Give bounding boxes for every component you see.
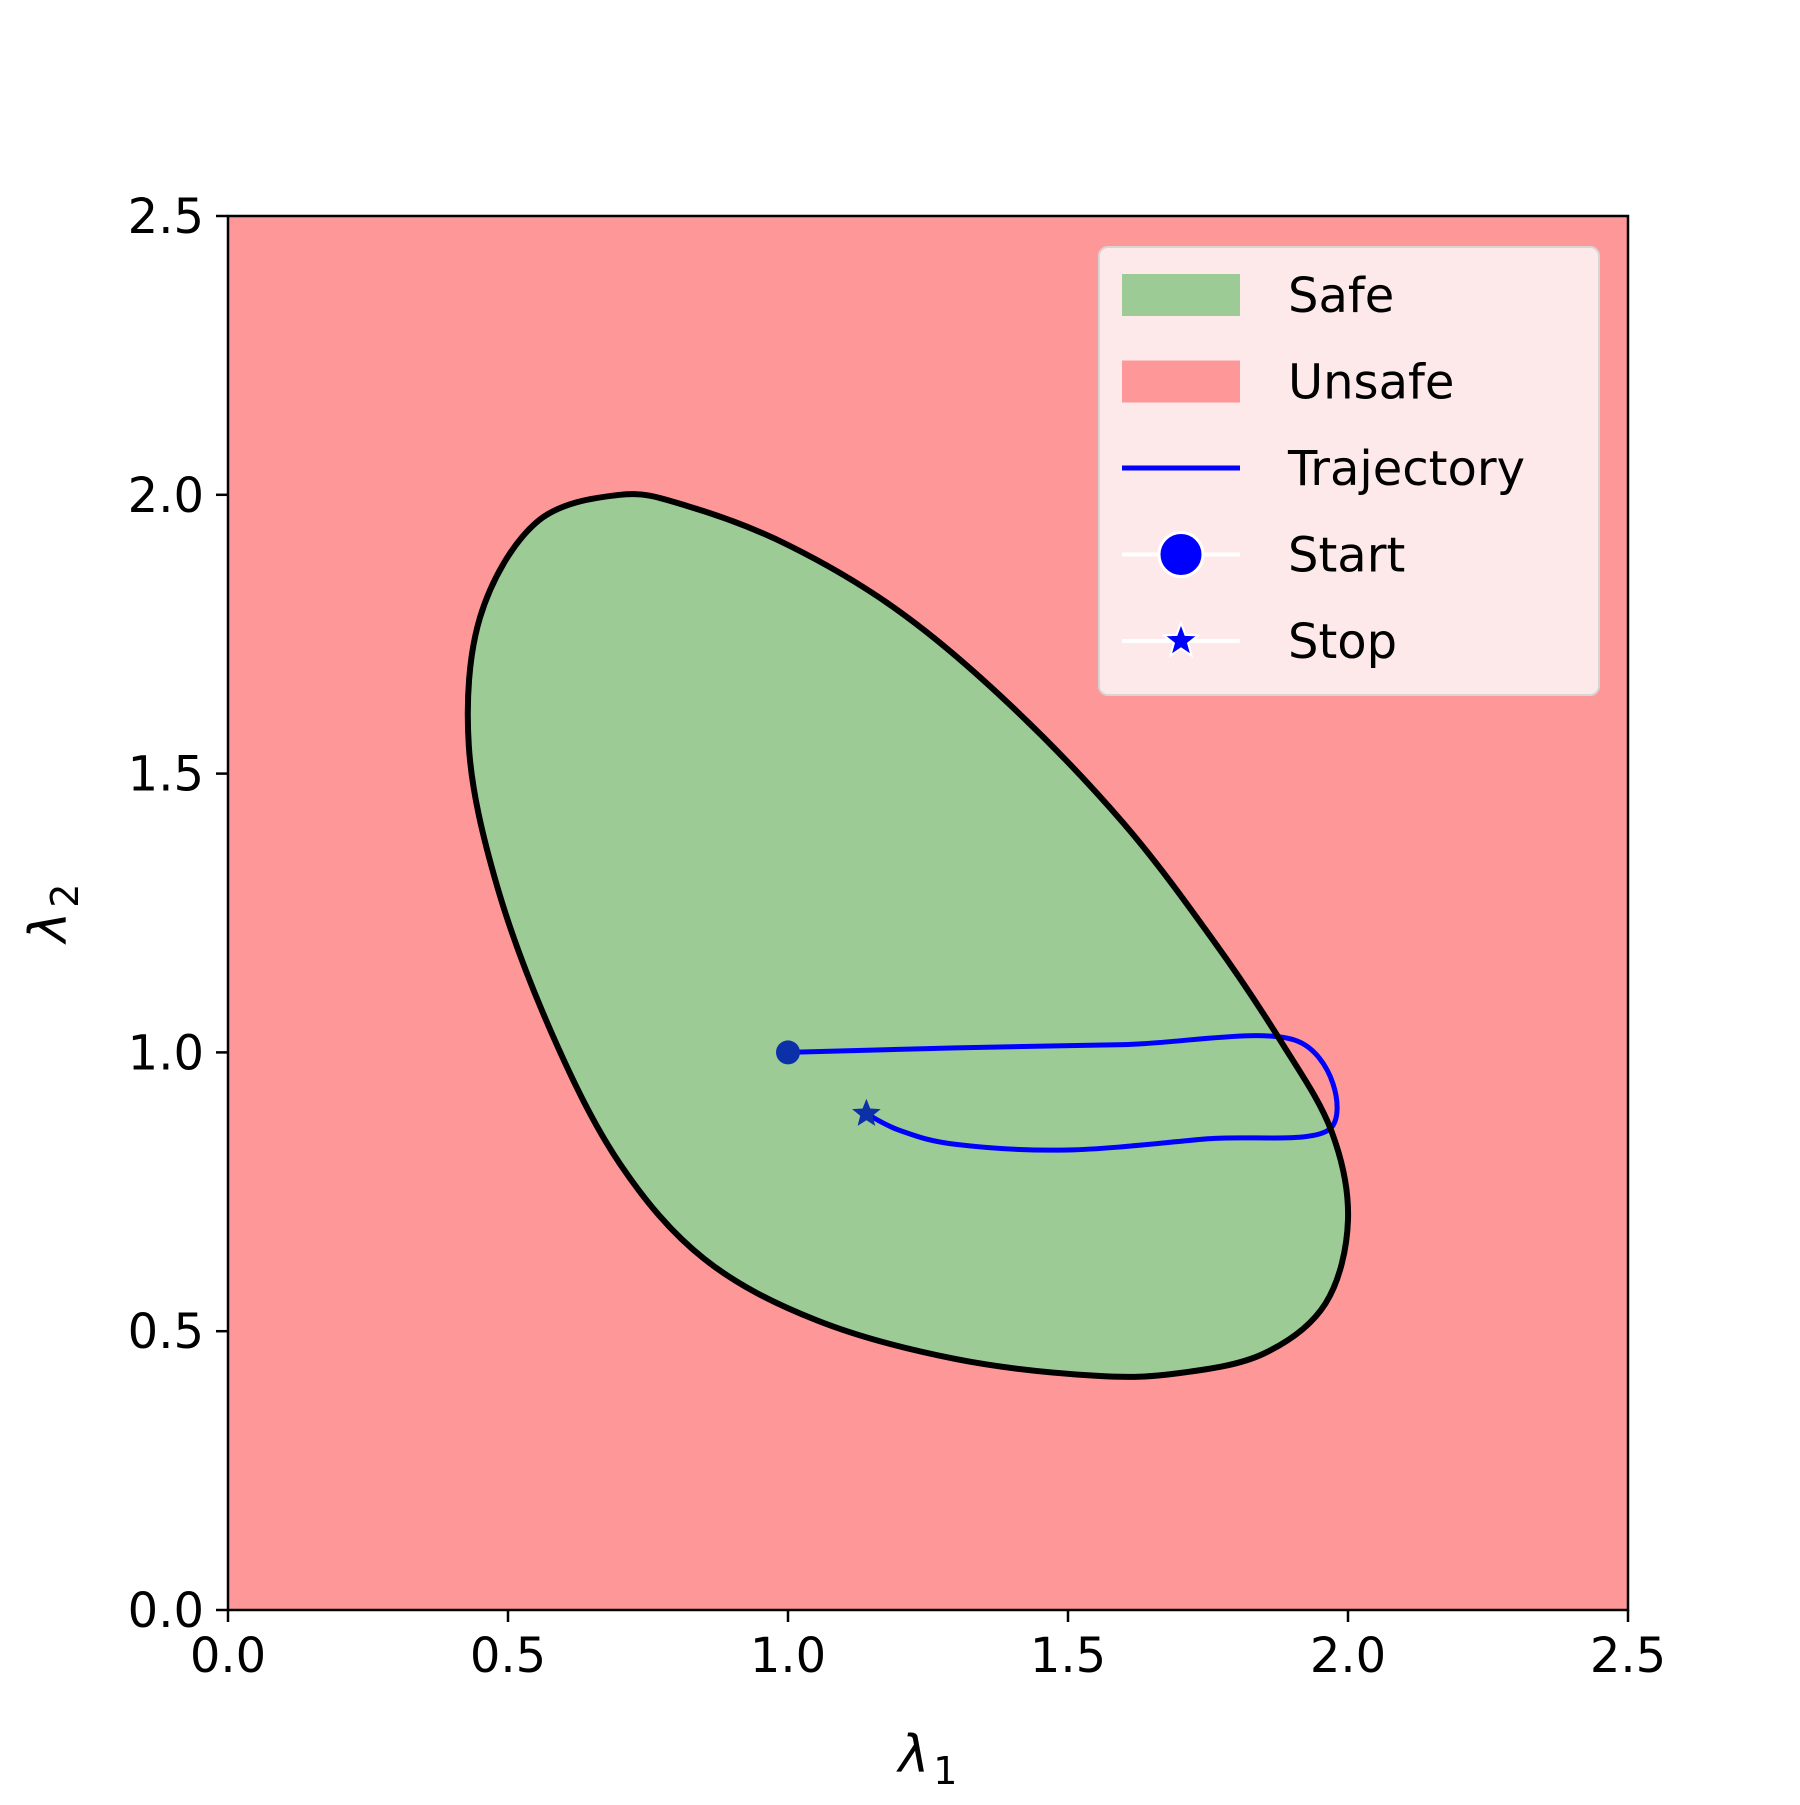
legend-label-unsafe: Unsafe: [1288, 355, 1454, 411]
legend-swatch-safe: [1122, 274, 1240, 316]
y-tick-label: 0.0: [128, 1583, 204, 1639]
x-tick-label: 0.5: [470, 1628, 546, 1684]
legend-label-stop: Stop: [1288, 614, 1397, 670]
y-tick-label: 2.0: [128, 468, 204, 524]
y-tick-label: 0.5: [128, 1304, 204, 1360]
legend: Safe Unsafe Trajectory Start Stop: [1098, 246, 1600, 696]
legend-marker-start: [1157, 531, 1205, 578]
legend-box: [1098, 246, 1600, 696]
legend-marker-stop: [1161, 620, 1201, 658]
y-tick-label: 1.5: [128, 747, 204, 803]
x-tick-label: 1.0: [750, 1628, 826, 1684]
y-tick-label: 1.0: [128, 1025, 204, 1081]
start-marker: [776, 1040, 800, 1065]
legend-label-start: Start: [1288, 528, 1405, 584]
legend-label-trajectory: Trajectory: [1287, 441, 1525, 497]
legend-label-safe: Safe: [1288, 268, 1394, 324]
x-tick-label: 2.0: [1310, 1628, 1386, 1684]
stop-marker: [852, 1098, 881, 1126]
y-axis-label: λ2: [19, 884, 87, 946]
x-tick-label: 2.5: [1590, 1628, 1666, 1684]
y-tick-label: 2.5: [128, 189, 204, 245]
axes: 0.0 0.5 1.0 1.5 2.0 2.5 0.0 0.5 1.0 1.5 2.0 2.5 λ 1 λ2: [19, 189, 1666, 1793]
legend-swatch-unsafe: [1122, 360, 1240, 403]
safe-region: [467, 494, 1349, 1377]
x-tick-label: 0.0: [190, 1628, 266, 1684]
y-axis-label-group: λ2: [19, 884, 87, 946]
axes-frame: [226, 214, 1630, 1612]
x-tick-label: 1.5: [1030, 1628, 1106, 1684]
safe-boundary-line: [464, 491, 1352, 1380]
